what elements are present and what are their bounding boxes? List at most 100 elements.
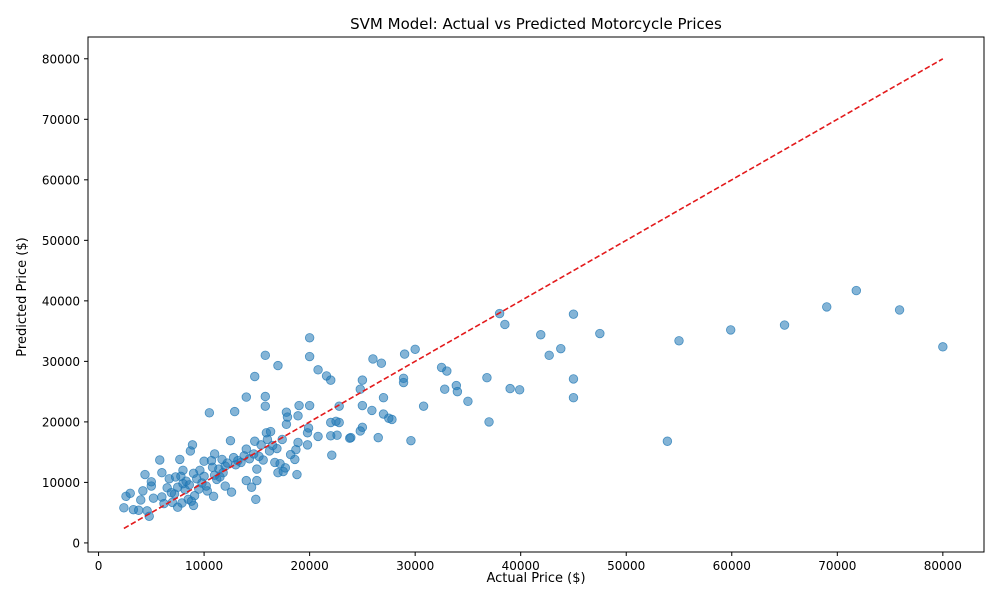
data-point [184, 480, 195, 490]
data-point [225, 435, 236, 446]
data-point [199, 471, 209, 482]
data-point [303, 423, 314, 433]
data-point [282, 412, 293, 422]
y-tick-label: 70000 [42, 113, 80, 127]
data-point [568, 392, 579, 403]
data-point [440, 384, 450, 394]
data-point [452, 386, 463, 397]
data-point [265, 426, 276, 437]
x-tick-label: 60000 [713, 559, 751, 573]
data-point [220, 481, 230, 491]
data-point [136, 495, 146, 505]
data-point [293, 437, 303, 448]
data-point [155, 455, 165, 465]
data-point [376, 358, 387, 368]
data-point [293, 411, 303, 421]
data-point [334, 417, 344, 428]
x-tick-label: 30000 [396, 559, 434, 573]
data-point [410, 344, 420, 354]
y-tick-label: 10000 [42, 476, 80, 490]
data-point [304, 351, 315, 362]
data-point [484, 417, 494, 427]
data-point [326, 375, 336, 385]
data-point [290, 454, 300, 465]
data-point [894, 305, 905, 315]
data-point [252, 475, 262, 486]
data-point [595, 328, 605, 339]
data-point [178, 465, 188, 476]
data-point [175, 454, 185, 465]
data-point [138, 486, 148, 496]
data-point [544, 350, 554, 361]
y-tick-label: 50000 [42, 234, 80, 248]
data-point [357, 422, 368, 433]
x-tick-label: 20000 [291, 559, 329, 573]
y-tick-label: 40000 [42, 294, 80, 308]
x-tick-label: 80000 [924, 559, 962, 573]
data-point [346, 432, 356, 443]
data-point [252, 464, 262, 474]
data-point [442, 366, 452, 376]
data-point [536, 330, 546, 340]
data-point [304, 400, 315, 411]
data-point [133, 505, 144, 515]
data-point [387, 414, 397, 425]
data-point [482, 373, 492, 383]
data-point [250, 371, 260, 382]
y-axis-label: Predicted Price ($) [15, 237, 30, 356]
data-point [148, 493, 159, 503]
data-point [208, 491, 219, 502]
data-point [674, 336, 684, 346]
data-point [332, 430, 342, 440]
y-tick-label: 60000 [42, 173, 80, 187]
data-point [241, 444, 252, 454]
data-point [568, 374, 579, 384]
plot-frame [87, 36, 985, 553]
y-tick-label: 0 [72, 536, 80, 550]
data-point [146, 477, 157, 487]
data-point [260, 350, 271, 361]
data-point [125, 488, 135, 499]
data-point [302, 440, 313, 450]
data-point [327, 450, 337, 460]
x-tick-label: 50000 [607, 559, 645, 573]
data-point [119, 503, 129, 513]
data-point [304, 333, 315, 343]
data-point [418, 401, 429, 411]
data-point [241, 475, 252, 486]
y-axis: 0 10000 20000 30000 40000 50000 60000 70000 8000… [42, 52, 88, 550]
reference-line [123, 58, 944, 530]
data-point [373, 432, 383, 443]
data-point [157, 468, 167, 478]
data-point [140, 469, 150, 480]
data-point [292, 469, 302, 480]
data-point [241, 392, 252, 402]
x-axis-label: Actual Price ($) [486, 571, 585, 586]
data-point [367, 405, 377, 416]
data-point [229, 406, 240, 417]
data-point [556, 343, 566, 354]
data-point [822, 302, 832, 312]
y-tick-label: 30000 [42, 355, 80, 369]
data-point [273, 360, 283, 371]
data-point [260, 391, 271, 402]
data-point [398, 377, 409, 388]
data-point [851, 285, 862, 296]
chart-title: SVM Model: Actual vs Predicted Motorcycl… [350, 15, 722, 33]
y-tick-label: 80000 [42, 52, 80, 66]
data-point [144, 511, 154, 521]
data-point [399, 349, 410, 359]
data-point [357, 400, 368, 411]
data-point [280, 463, 291, 473]
data-point [514, 385, 525, 395]
data-point [355, 384, 365, 394]
data-point [187, 440, 198, 450]
data-point [277, 434, 287, 445]
data-point [726, 325, 736, 335]
data-point [202, 486, 212, 496]
data-point [378, 392, 389, 403]
x-tick-label: 0 [95, 559, 103, 573]
data-point [406, 435, 416, 446]
